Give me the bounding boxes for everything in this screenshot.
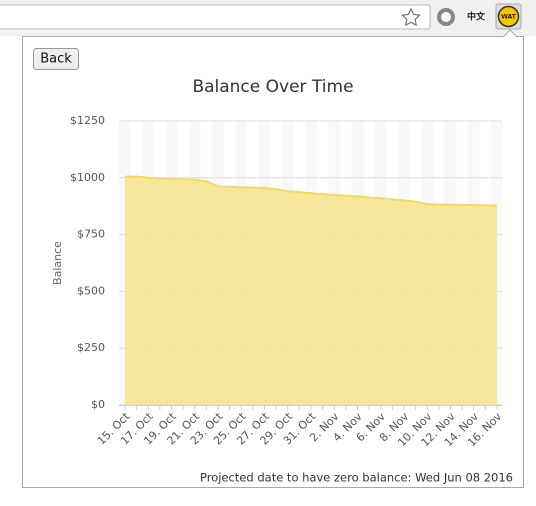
- y-axis-label: Balance: [51, 241, 64, 285]
- chart-title: Balance Over Time: [192, 77, 353, 97]
- address-bar[interactable]: [0, 4, 431, 30]
- y-tick-label: $500: [77, 284, 105, 297]
- extension-icon-inner: [441, 12, 451, 22]
- back-button-label[interactable]: Back: [40, 52, 72, 67]
- area-line: [125, 175, 498, 207]
- wat-icon: [497, 5, 520, 28]
- y-tick-label: $250: [77, 341, 105, 354]
- y-tick-label: $1000: [70, 171, 105, 184]
- popup-arrow: [502, 29, 518, 38]
- bookmark-star[interactable]: [401, 7, 421, 27]
- footer: Projected date to have zero balance: Wed…: [200, 471, 513, 485]
- y-tick-label: $1250: [70, 114, 105, 127]
- y-tick-label: $750: [77, 228, 105, 241]
- wat-icon-label: WAT: [501, 14, 517, 21]
- translate-icon[interactable]: 中文: [467, 11, 486, 23]
- back-button[interactable]: [33, 48, 79, 70]
- y-tick-label: $0: [91, 398, 105, 411]
- area: [125, 176, 497, 405]
